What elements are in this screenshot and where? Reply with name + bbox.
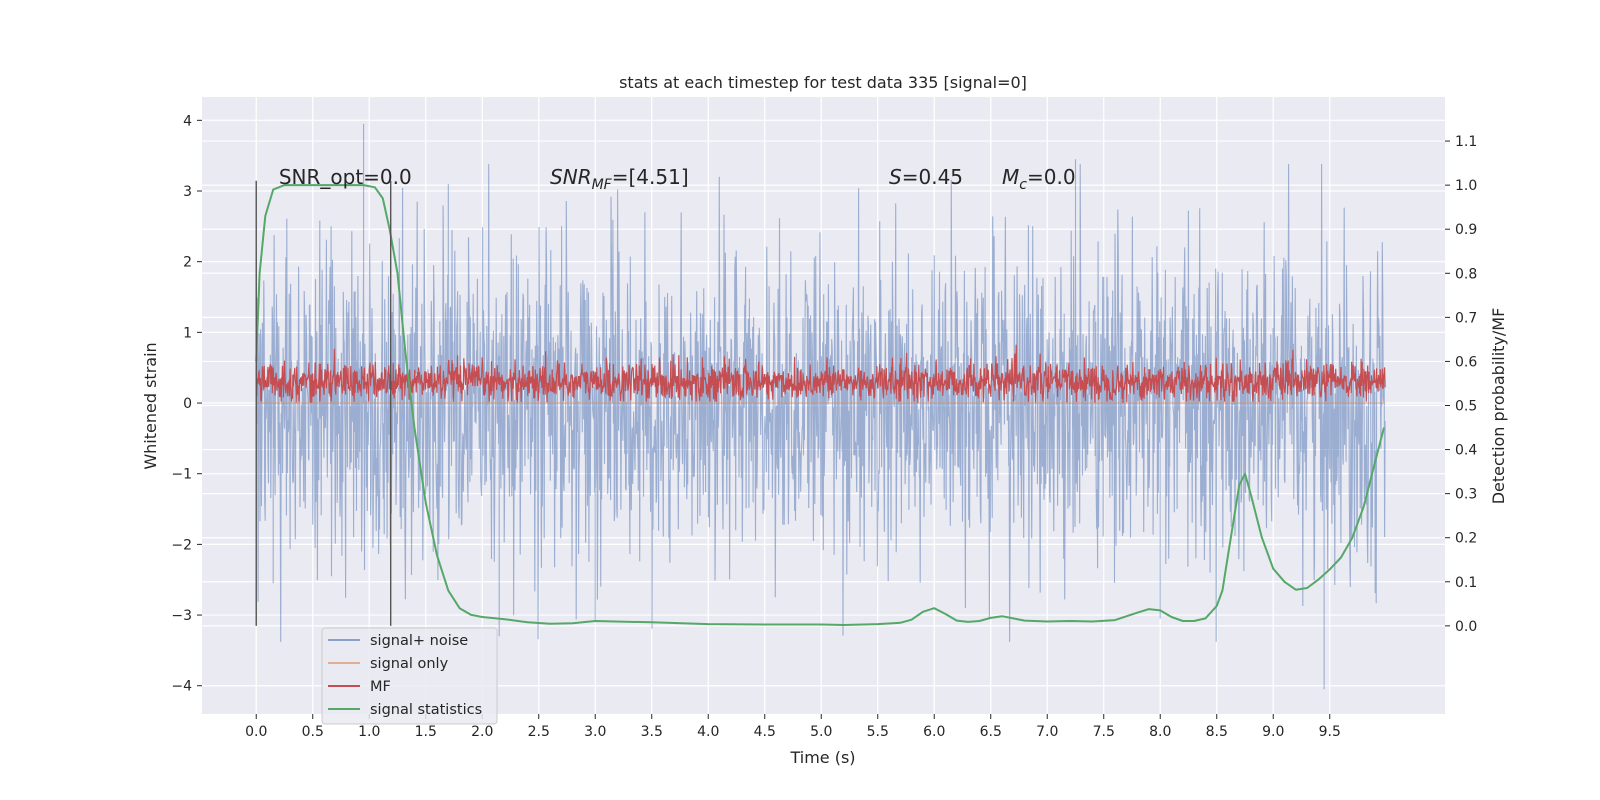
y2-axis-label: Detection probability/MF bbox=[1489, 308, 1508, 505]
x-axis-ticks: 0.0 0.5 1.0 1.5 2.0 2.5 3.0 3.5 4.0 4.5 5.0 5.5 6.0 6… bbox=[245, 714, 1341, 740]
annotation-layer: SNR_opt=0.0 SNRMF=[4.51] S=0.45 Mc=0.0 bbox=[279, 165, 1076, 193]
series-mf bbox=[255, 344, 1386, 404]
y2-tick-label: 0.1 bbox=[1455, 575, 1477, 591]
x-tick-label: 4.5 bbox=[754, 724, 776, 740]
x-tick-label: 2.5 bbox=[528, 724, 550, 740]
annotation-snr-mf: SNRMF=[4.51] bbox=[550, 165, 689, 193]
y-tick-label: 0 bbox=[183, 396, 192, 412]
y-tick-label: 4 bbox=[183, 113, 192, 129]
x-tick-label: 1.0 bbox=[358, 724, 380, 740]
x-tick-label: 6.5 bbox=[980, 724, 1002, 740]
legend: signal+ noise signal only MF signal stat… bbox=[321, 627, 498, 725]
x-tick-label: 5.0 bbox=[810, 724, 832, 740]
y-tick-label: −1 bbox=[171, 467, 192, 483]
legend-entry-signal-only: signal only bbox=[328, 656, 449, 672]
y-tick-label: −4 bbox=[171, 679, 192, 695]
y2-tick-label: 0.2 bbox=[1455, 531, 1477, 547]
y2-tick-label: 0.4 bbox=[1455, 443, 1477, 459]
y2-axis-ticks: 1.1 1.0 0.9 0.8 0.7 0.6 0.5 0.4 0.3 0.2 0.1 0.0 bbox=[1445, 134, 1477, 635]
x-tick-label: 7.5 bbox=[1093, 724, 1115, 740]
series-signal-noise bbox=[255, 123, 1386, 690]
annotation-snr-opt: SNR_opt=0.0 bbox=[279, 165, 412, 189]
y-tick-label: −2 bbox=[171, 537, 192, 553]
y-tick-label: −3 bbox=[171, 608, 192, 624]
legend-label-signal-only: signal only bbox=[370, 656, 449, 672]
annotation-mc-value: Mc=0.0 bbox=[1002, 165, 1076, 193]
x-tick-label: 3.5 bbox=[641, 724, 663, 740]
y-tick-label: 1 bbox=[183, 325, 192, 341]
y2-tick-label: 0.3 bbox=[1455, 487, 1477, 503]
legend-label-signal-noise: signal+ noise bbox=[370, 633, 468, 649]
chart-title: stats at each timestep for test data 335… bbox=[619, 73, 1027, 92]
y2-tick-label: 0.7 bbox=[1455, 310, 1477, 326]
legend-entry-signal-noise: signal+ noise bbox=[328, 633, 468, 649]
legend-box bbox=[321, 627, 498, 725]
legend-entry-mf: MF bbox=[328, 679, 391, 695]
annotation-s-value: S=0.45 bbox=[889, 165, 963, 189]
y-axis-ticks: 4 3 2 1 0 −1 −2 −3 −4 bbox=[171, 113, 202, 695]
x-axis-label: Time (s) bbox=[789, 748, 855, 767]
x-tick-label: 7.0 bbox=[1036, 724, 1058, 740]
x-tick-label: 1.5 bbox=[415, 724, 437, 740]
y2-tick-label: 0.5 bbox=[1455, 399, 1477, 415]
y-tick-label: 2 bbox=[183, 255, 192, 271]
y-axis-label: Whitened strain bbox=[141, 342, 160, 469]
x-tick-label: 9.5 bbox=[1319, 724, 1341, 740]
x-tick-label: 8.5 bbox=[1206, 724, 1228, 740]
vline-layer bbox=[255, 180, 392, 626]
y2-tick-label: 1.0 bbox=[1455, 178, 1477, 194]
y-tick-label: 3 bbox=[183, 184, 192, 200]
series-signal-statistics bbox=[255, 184, 1385, 626]
y2-tick-label: 1.1 bbox=[1455, 134, 1477, 150]
x-tick-label: 0.5 bbox=[302, 724, 324, 740]
y2-tick-label: 0.9 bbox=[1455, 222, 1477, 238]
y2-tick-label: 0.6 bbox=[1455, 354, 1477, 370]
x-tick-label: 4.0 bbox=[697, 724, 719, 740]
y2-tick-label: 0.8 bbox=[1455, 266, 1477, 282]
series-layer bbox=[255, 123, 1386, 690]
x-tick-label: 8.0 bbox=[1149, 724, 1171, 740]
y2-tick-label: 0.0 bbox=[1455, 619, 1477, 635]
x-tick-label: 0.0 bbox=[245, 724, 267, 740]
x-tick-label: 2.0 bbox=[471, 724, 493, 740]
legend-label-mf: MF bbox=[370, 679, 391, 695]
x-tick-label: 5.5 bbox=[867, 724, 889, 740]
legend-label-signal-statistics: signal statistics bbox=[370, 702, 482, 718]
x-tick-label: 6.0 bbox=[923, 724, 945, 740]
x-tick-label: 3.0 bbox=[584, 724, 606, 740]
x-tick-label: 9.0 bbox=[1262, 724, 1284, 740]
legend-entry-signal-statistics: signal statistics bbox=[328, 702, 482, 718]
